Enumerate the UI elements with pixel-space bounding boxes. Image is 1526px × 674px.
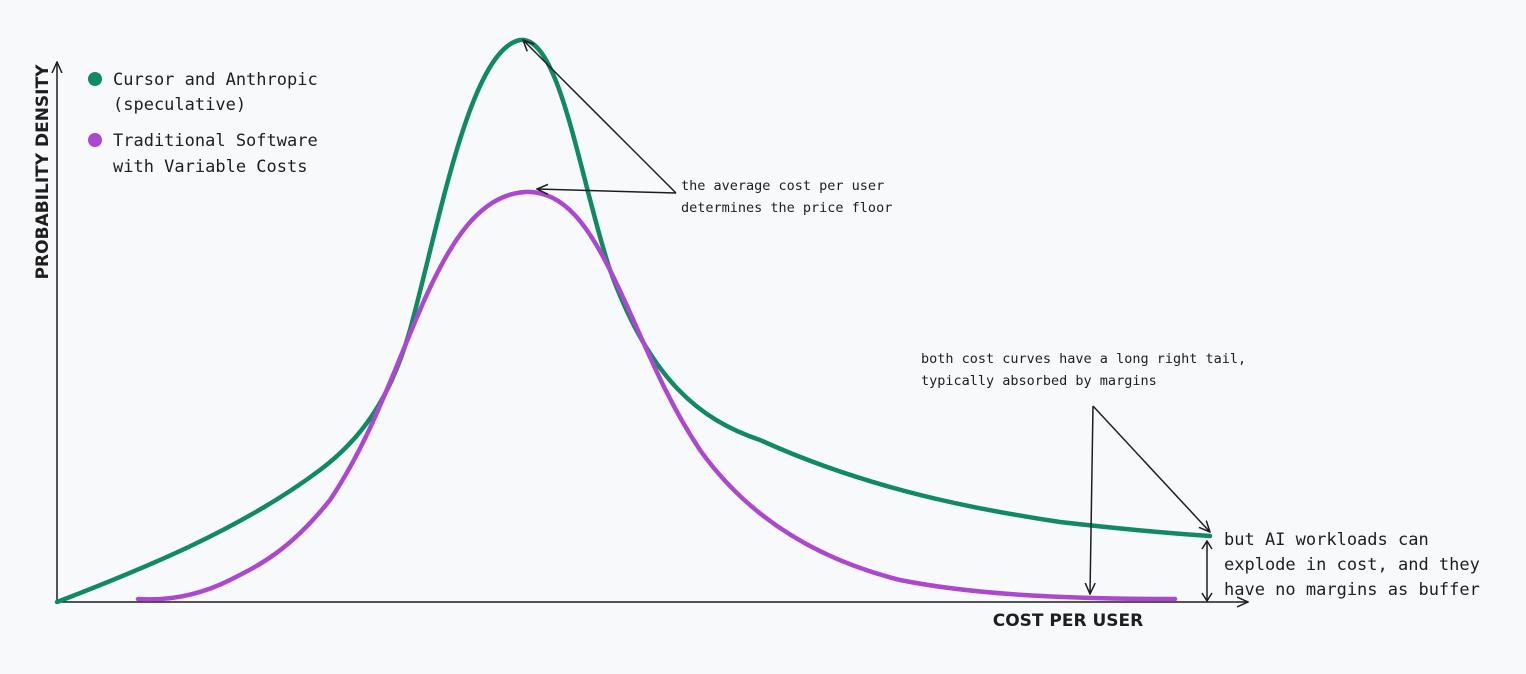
y-axis-title: PROBABILITY DENSITY <box>33 64 53 279</box>
series-line-traditional-software <box>135 189 1178 602</box>
annotation-average-line1: the average cost per user <box>681 178 884 194</box>
legend-label-cursor: Cursor and Anthropic (speculative) <box>113 70 328 115</box>
x-axis-title: COST PER USER <box>993 611 1144 631</box>
arrow-to-green-peak <box>523 40 677 194</box>
annotation-explode-line3: have no margins as buffer <box>1224 580 1480 600</box>
axes <box>57 62 1248 602</box>
annotation-tail-text: both cost curves have a long right tail,… <box>921 351 1254 389</box>
gap-bracket-top-head <box>1201 539 1213 550</box>
legend-label-traditional: Traditional Software with Variable Costs <box>113 131 328 177</box>
series-line-cursor-anthropic <box>54 37 1213 605</box>
legend-label-cursor-line1: Cursor and Anthropic <box>113 70 318 90</box>
legend-marker-traditional <box>88 133 102 147</box>
annotation-explode-line2: explode in cost, and they <box>1224 555 1480 575</box>
legend-marker-cursor <box>88 72 102 86</box>
annotation-tail-line1: both cost curves have a long right tail, <box>921 351 1246 367</box>
annotation-explode-line1: but AI workloads can <box>1224 530 1429 550</box>
gap-bracket-bottom-head <box>1201 592 1213 603</box>
legend-label-traditional-line2: with Variable Costs <box>113 157 307 177</box>
annotation-explode-text: but AI workloads can explode in cost, an… <box>1224 530 1490 600</box>
annotation-average-line2: determines the price floor <box>681 200 892 216</box>
legend-label-cursor-line2: (speculative) <box>113 95 246 115</box>
legend: Cursor and Anthropic (speculative) Tradi… <box>88 70 328 177</box>
arrow-to-purple-tail <box>1090 405 1093 594</box>
legend-label-traditional-line1: Traditional Software <box>113 131 318 151</box>
annotation-tail-line2: typically absorbed by margins <box>921 373 1157 389</box>
arrow-to-purple-peak <box>537 189 677 193</box>
arrow-to-green-tail <box>1092 405 1210 532</box>
annotation-tail-arrows <box>1090 405 1213 603</box>
annotation-average-text: the average cost per user determines the… <box>681 178 892 216</box>
annotation-average <box>523 40 677 194</box>
